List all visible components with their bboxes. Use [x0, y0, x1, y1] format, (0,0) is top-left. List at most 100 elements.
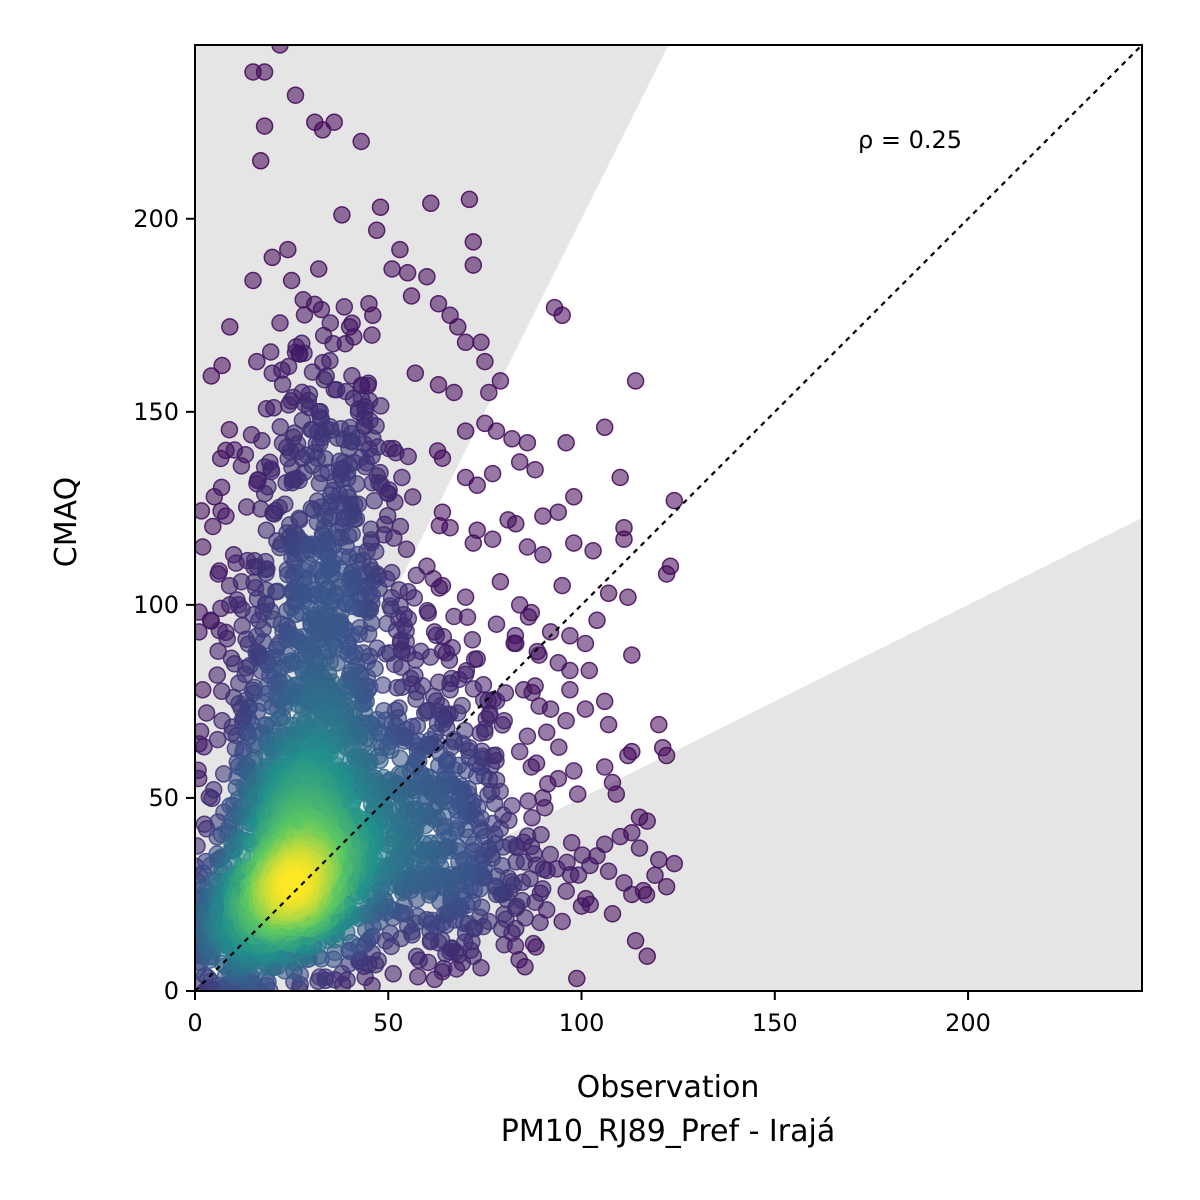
data-point [595, 692, 614, 711]
data-point [202, 367, 221, 385]
data-point [483, 464, 502, 483]
data-point [472, 333, 490, 352]
data-point [262, 462, 281, 481]
data-point [418, 267, 436, 286]
data-point [615, 874, 633, 892]
data-point [456, 422, 475, 440]
data-point [553, 306, 571, 325]
data-point [204, 781, 223, 799]
data-point [440, 651, 459, 669]
data-point [381, 597, 399, 615]
data-point [310, 968, 329, 986]
data-point [491, 372, 510, 390]
data-point [576, 700, 595, 718]
data-point [626, 932, 645, 950]
data-point [577, 889, 595, 908]
data-point [468, 521, 486, 539]
data-point [537, 723, 556, 742]
data-point [195, 623, 208, 641]
data-point [541, 623, 560, 641]
data-point [568, 785, 587, 803]
data-point [208, 666, 226, 684]
data-point [221, 318, 239, 336]
data-point [261, 343, 280, 361]
data-point [335, 298, 354, 316]
data-point [456, 468, 475, 487]
data-point [565, 488, 583, 506]
data-point [236, 445, 255, 464]
data-point [402, 287, 421, 305]
data-point [479, 785, 497, 804]
x-axis-ticks: 0 50 100 150 200 [187, 991, 991, 1037]
data-point [363, 474, 382, 492]
data-point [507, 515, 525, 533]
data-point [209, 642, 227, 660]
data-point [536, 798, 554, 817]
data-point [630, 839, 649, 857]
data-point [530, 697, 548, 715]
data-point [653, 738, 672, 757]
data-point [638, 947, 656, 965]
x-axis-sublabel: PM10_RJ89_Pref - Irajá [501, 1114, 835, 1149]
data-point [213, 356, 231, 375]
data-point [471, 724, 490, 742]
data-point [217, 507, 235, 525]
data-point [427, 626, 446, 645]
data-point [493, 716, 512, 734]
data-point [263, 248, 282, 267]
data-point [595, 418, 614, 437]
data-point [646, 866, 664, 884]
data-point [388, 679, 406, 697]
data-points [195, 45, 684, 991]
data-point [595, 758, 614, 776]
data-point [311, 434, 329, 453]
x-tick-label: 100 [559, 1009, 605, 1037]
data-point [195, 681, 212, 699]
x-tick-label: 200 [945, 1009, 991, 1037]
data-point [365, 492, 383, 510]
data-point [429, 376, 448, 394]
data-point [218, 630, 236, 648]
data-point [588, 611, 606, 630]
y-tick-label: 150 [133, 398, 179, 426]
data-point [565, 534, 583, 552]
data-point [510, 742, 529, 761]
data-point [349, 403, 368, 421]
data-point [503, 430, 521, 448]
data-point [268, 582, 287, 601]
data-point [364, 306, 382, 325]
data-point [650, 715, 668, 734]
data-point [407, 566, 426, 585]
data-point [208, 730, 227, 749]
data-point [251, 152, 270, 170]
data-point [397, 540, 416, 559]
data-point [505, 634, 523, 652]
annotation-correlation: ρ = 0.25 [858, 126, 962, 154]
data-point [519, 608, 538, 626]
data-point [284, 875, 303, 893]
data-point [561, 681, 579, 699]
data-point [541, 845, 560, 864]
data-point [195, 769, 208, 788]
data-point [665, 854, 684, 873]
data-point [422, 194, 440, 213]
data-point [615, 530, 633, 548]
data-point [568, 969, 586, 988]
data-point [197, 704, 216, 722]
data-point [480, 383, 498, 402]
data-point [383, 260, 401, 278]
data-point [623, 646, 641, 664]
data-point [549, 654, 568, 672]
data-point [553, 576, 571, 595]
data-point [253, 432, 271, 450]
data-point [403, 488, 422, 506]
data-point [324, 334, 342, 353]
data-point [195, 502, 211, 520]
data-point [195, 538, 212, 556]
data-point [665, 491, 684, 510]
data-point [325, 380, 344, 399]
data-point [328, 429, 347, 447]
data-point [463, 631, 482, 649]
data-point [565, 762, 583, 780]
